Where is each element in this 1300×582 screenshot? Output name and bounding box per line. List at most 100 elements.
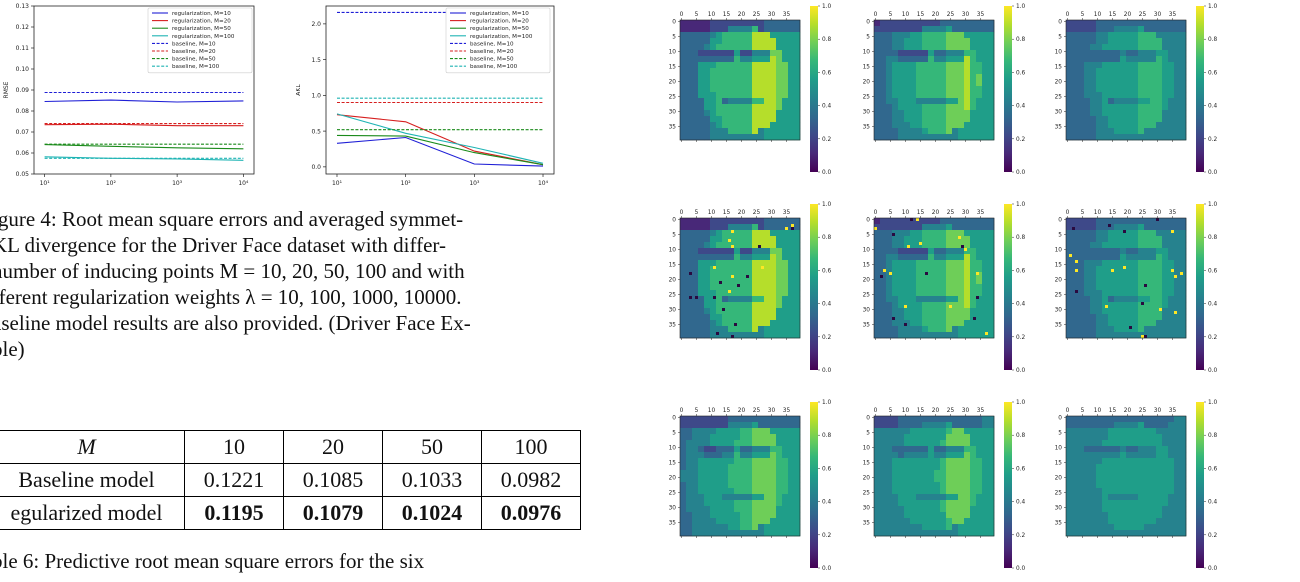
- heatmap-cell: [934, 314, 941, 321]
- heatmap-cell: [788, 482, 795, 489]
- heatmap-cell: [886, 488, 893, 495]
- heatmap-cell: [752, 74, 759, 81]
- heatmap-cell: [1120, 122, 1127, 129]
- heatmap-cell: [1120, 458, 1127, 465]
- heatmap-cell: [1084, 512, 1091, 519]
- heatmap-cell: [1090, 44, 1097, 51]
- heatmap-cell: [934, 110, 941, 117]
- heatmap-cell: [1114, 482, 1121, 489]
- heatmap-cell: [952, 110, 959, 117]
- table-header-cell: 50: [382, 430, 482, 464]
- heatmap-cell: [776, 494, 783, 501]
- heatmap-cell: [710, 230, 717, 237]
- heatmap-cell: [874, 248, 881, 255]
- heatmap-cell: [746, 248, 753, 255]
- heatmap-cell: [758, 506, 765, 513]
- heatmap-cell: [898, 272, 905, 279]
- heatmap-missing-cell: [719, 281, 722, 284]
- heatmap-cell: [794, 56, 801, 63]
- heatmap-cell: [1150, 290, 1157, 297]
- series-line: [336, 113, 544, 164]
- heatmap-cell: [722, 518, 729, 525]
- heatmap-cell: [1156, 326, 1163, 333]
- heatmap-cell: [1078, 422, 1085, 429]
- heatmap-missing-cell: [1144, 284, 1147, 287]
- heatmap-cell: [1150, 38, 1157, 45]
- heatmap-cell: [1090, 452, 1097, 459]
- heatmap-cell: [752, 278, 759, 285]
- heatmap-cell: [1132, 38, 1139, 45]
- heatmap-cell: [1090, 458, 1097, 465]
- heatmap-cell: [1168, 440, 1175, 447]
- heatmap-cell: [1156, 122, 1163, 129]
- heatmap-cell: [988, 32, 995, 39]
- heatmap-cell: [776, 464, 783, 471]
- heatmap-cell: [770, 524, 777, 531]
- heatmap-missing-cell: [761, 266, 764, 269]
- heatmap-cell: [710, 290, 717, 297]
- heatmap-cell: [680, 500, 687, 507]
- heatmap-cell: [746, 242, 753, 249]
- heatmap-cell: [910, 62, 917, 69]
- heatmap-cell: [704, 278, 711, 285]
- heatmap-cell: [1102, 242, 1109, 249]
- heatmap-cell: [1114, 494, 1121, 501]
- heatmap-cell: [928, 56, 935, 63]
- heatmap-cell: [904, 296, 911, 303]
- heatmap-cell: [946, 476, 953, 483]
- heatmap-cell: [892, 470, 899, 477]
- heatmap-cell: [1120, 518, 1127, 525]
- heatmap-cell: [1102, 20, 1109, 27]
- heatmap-cell: [910, 260, 917, 267]
- heatmap-cell: [758, 86, 765, 93]
- heatmap-cell: [874, 44, 881, 51]
- heatmap-cell: [970, 452, 977, 459]
- heatmap-cell: [1138, 110, 1145, 117]
- heatmap-cell: [788, 260, 795, 267]
- heatmap-cell: [752, 92, 759, 99]
- heatmap-cell: [916, 26, 923, 33]
- heatmap-cell: [1138, 482, 1145, 489]
- heatmap-missing-cell: [722, 308, 725, 311]
- heatmap-cell: [1090, 92, 1097, 99]
- heatmap-cell: [794, 452, 801, 459]
- heatmap-cell: [1114, 440, 1121, 447]
- heatmap-cell: [1066, 224, 1073, 231]
- heatmap-cell: [976, 224, 983, 231]
- heatmap-cell: [764, 488, 771, 495]
- y-tick-label: 5: [866, 431, 870, 437]
- heatmap-cell: [1078, 224, 1085, 231]
- heatmap-cell: [776, 56, 783, 63]
- heatmap-cell: [752, 296, 759, 303]
- heatmap-cell: [788, 530, 795, 537]
- y-tick-label: 25: [1055, 293, 1063, 299]
- heatmap-cell: [1162, 236, 1169, 243]
- heatmap-cell: [1102, 458, 1109, 465]
- heatmap-cell: [904, 62, 911, 69]
- heatmap-cell: [770, 122, 777, 129]
- y-tick-label: 10: [669, 50, 677, 56]
- heatmap-cell: [1150, 218, 1157, 225]
- heatmap-cell: [1168, 296, 1175, 303]
- heatmap-cell: [788, 86, 795, 93]
- heatmap-cell: [964, 224, 971, 231]
- heatmap-missing-cell: [737, 284, 740, 287]
- heatmap-cell: [982, 122, 989, 129]
- heatmap-cell: [928, 326, 935, 333]
- heatmap-cell: [1138, 428, 1145, 435]
- heatmap-cell: [1174, 446, 1181, 453]
- heatmap-cell: [1168, 224, 1175, 231]
- heatmap-cell: [976, 242, 983, 249]
- heatmap-cell: [946, 74, 953, 81]
- heatmap-cell: [886, 266, 893, 273]
- heatmap-cell: [746, 488, 753, 495]
- heatmap-cell: [1102, 524, 1109, 531]
- heatmap-cell: [958, 74, 965, 81]
- x-tick-label: 30: [962, 408, 970, 414]
- heatmap-cell: [716, 254, 723, 261]
- heatmap-cell: [1078, 500, 1085, 507]
- heatmap-cell: [752, 476, 759, 483]
- heatmap-cell: [940, 122, 947, 129]
- heatmap-cell: [710, 494, 717, 501]
